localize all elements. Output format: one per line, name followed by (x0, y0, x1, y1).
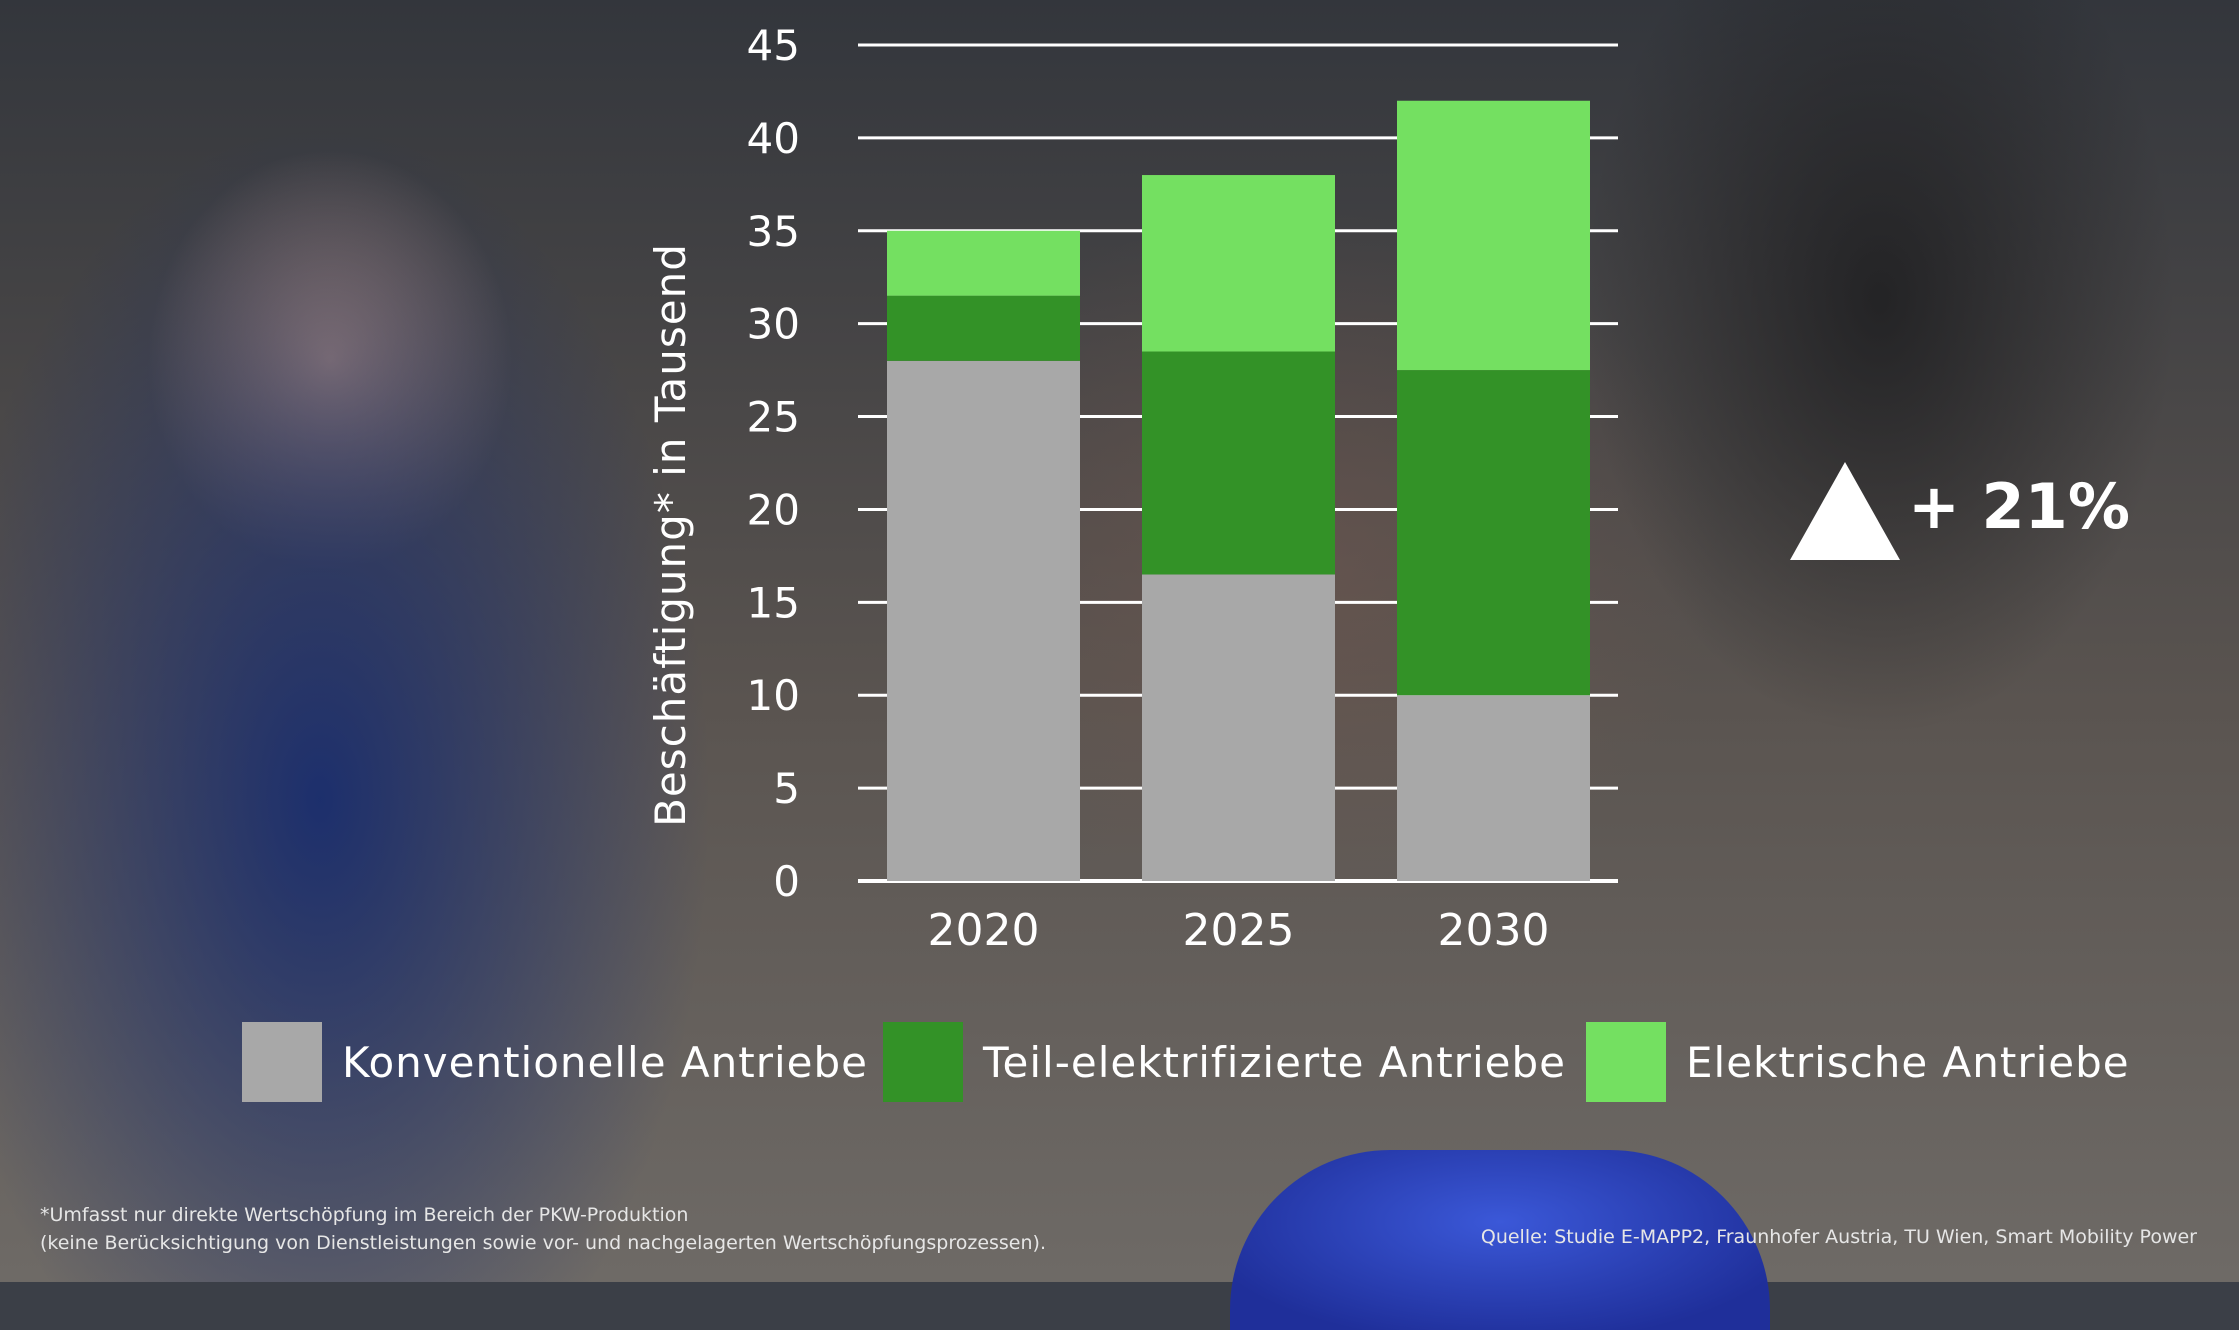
bar-segment (1397, 695, 1590, 881)
legend-swatch (1586, 1022, 1666, 1102)
bars (887, 100, 1590, 881)
legend-label: Elektrische Antriebe (1686, 1037, 2130, 1087)
bar-segment (1142, 574, 1335, 881)
legend-item-konventionelle: Konventionelle Antriebe (242, 1022, 868, 1102)
x-categories: 2020 2025 2030 (928, 905, 1550, 956)
x-category-label: 2025 (1183, 905, 1295, 956)
y-tick-label: 30 (747, 300, 800, 349)
bar-segment (887, 360, 1080, 881)
x-category-label: 2020 (928, 905, 1040, 956)
footnote: *Umfasst nur direkte Wertschöpfung im Be… (40, 1201, 1046, 1257)
legend-swatch (242, 1022, 322, 1102)
legend-swatch (883, 1022, 963, 1102)
growth-label: + 21% (1908, 470, 2130, 543)
y-tick-label: 40 (747, 114, 800, 163)
legend-item-elektrisch: Elektrische Antriebe (1586, 1022, 2130, 1102)
background-photo (0, 0, 2239, 1282)
y-tick-label: 35 (747, 207, 800, 256)
y-tick-label: 10 (747, 671, 800, 720)
bar-segment (1397, 370, 1590, 696)
y-axis-label: Beschäftigung* in Tausend (646, 243, 695, 827)
source-note: Quelle: Studie E-MAPP2, Fraunhofer Austr… (1480, 1226, 2197, 1248)
y-tick-label: 20 (747, 485, 800, 534)
y-tick-label: 45 (747, 21, 800, 70)
legend-label: Teil-elektrifizierte Antriebe (983, 1037, 1566, 1087)
up-triangle-icon (1790, 462, 1900, 560)
y-tick-label: 5 (773, 764, 800, 813)
y-tick-label: 25 (747, 393, 800, 442)
bar-segment (1142, 175, 1335, 352)
bar-segment (887, 230, 1080, 296)
y-ticks: 0 5 10 15 20 25 30 35 40 45 (747, 21, 800, 906)
y-tick-label: 15 (747, 578, 800, 627)
footnote-line-2: (keine Berücksichtigung von Dienstleistu… (40, 1232, 1046, 1254)
bar-segment (1397, 100, 1590, 371)
footnote-line-1: *Umfasst nur direkte Wertschöpfung im Be… (40, 1204, 689, 1226)
bar-segment (887, 295, 1080, 361)
bar-segment (1142, 351, 1335, 575)
legend-label: Konventionelle Antriebe (342, 1037, 868, 1087)
y-tick-label: 0 (773, 857, 800, 906)
x-category-label: 2030 (1438, 905, 1550, 956)
legend-item-teil-elektrifiziert: Teil-elektrifizierte Antriebe (883, 1022, 1566, 1102)
